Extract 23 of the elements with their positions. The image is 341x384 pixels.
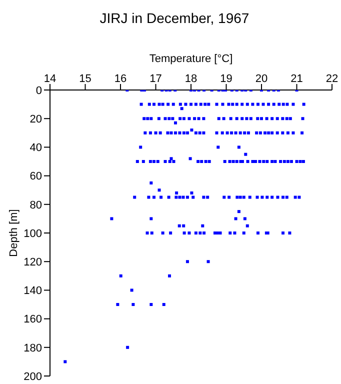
y-tick-label: 40 (30, 142, 42, 154)
y-tick-label: 0 (36, 84, 42, 97)
y-tick-label: 60 (30, 170, 42, 183)
x-tick-label: 22 (326, 73, 338, 85)
y-axis-title: Depth [m] (8, 209, 20, 257)
y-tick-label: 200 (24, 370, 42, 383)
x-tick-label: 16 (114, 73, 127, 85)
x-tick-label: 19 (220, 73, 232, 85)
y-tick-label: 140 (24, 285, 42, 298)
y-tick-label: 80 (30, 199, 42, 212)
x-tick-label: 17 (150, 73, 162, 85)
x-tick-label: 20 (255, 73, 268, 85)
x-tick-label: 15 (79, 73, 92, 85)
y-tick-label: 160 (24, 314, 42, 326)
chart-title: JIRJ in December, 1967 (98, 10, 250, 26)
y-tick-label: 20 (30, 114, 42, 126)
y-tick-label: 120 (24, 256, 42, 269)
y-tick-label: 180 (24, 342, 42, 354)
x-axis-title: Temperature [°C] (149, 52, 233, 65)
x-tick-label: 14 (44, 73, 56, 85)
y-tick-label: 100 (24, 228, 42, 240)
x-tick-label: 21 (290, 73, 303, 85)
x-tick-label: 18 (184, 73, 198, 85)
